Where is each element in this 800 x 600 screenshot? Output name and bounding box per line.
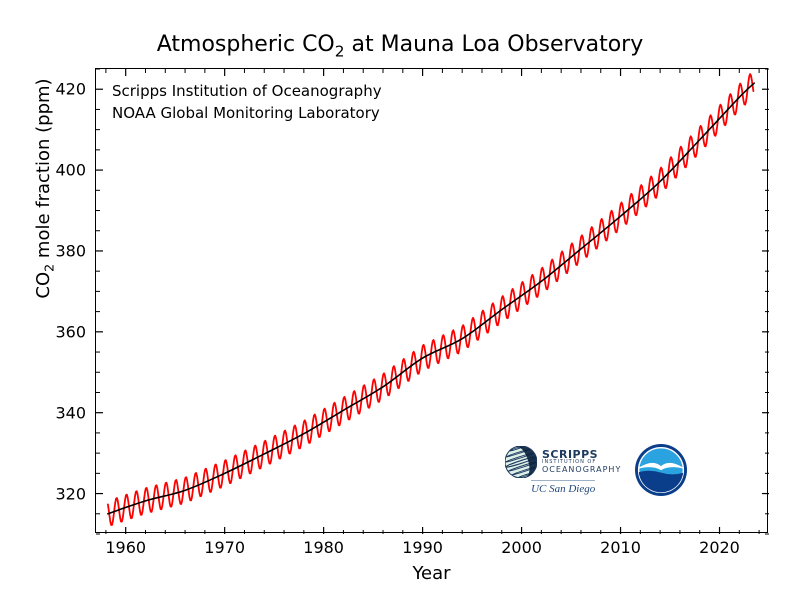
x-tick-label: 2010	[600, 538, 641, 557]
y-tick-label: 320	[55, 484, 86, 503]
attribution-line-2: NOAA Global Monitoring Laboratory	[112, 104, 380, 122]
y-tick-label: 380	[55, 241, 86, 260]
noaa-logo-icon	[635, 444, 687, 496]
attribution-line-1: Scripps Institution of Oceanography	[112, 82, 382, 100]
x-tick-label: 1970	[204, 538, 245, 557]
x-tick-label: 1960	[105, 538, 146, 557]
y-tick-label: 400	[55, 161, 86, 180]
y-tick-label: 360	[55, 322, 86, 341]
scripps-bot: OCEANOGRAPHY	[542, 466, 621, 474]
x-tick-label: 2020	[699, 538, 740, 557]
y-tick-label: 420	[55, 80, 86, 99]
logo-group: SCRIPPS INSTITUTION OF OCEANOGRAPHY UC S…	[505, 444, 687, 496]
x-axis-label: Year	[95, 563, 768, 584]
x-tick-label: 2000	[501, 538, 542, 557]
chart-title: Atmospheric CO2 at Mauna Loa Observatory	[0, 32, 800, 60]
y-axis-label: CO2 mole fraction (ppm)	[33, 0, 57, 421]
x-tick-label: 1980	[303, 538, 344, 557]
ucsd-logo: UC San Diego	[531, 480, 595, 495]
x-tick-label: 1990	[402, 538, 443, 557]
scripps-globe-icon	[505, 446, 537, 478]
scripps-logo: SCRIPPS INSTITUTION OF OCEANOGRAPHY UC S…	[505, 446, 621, 495]
y-tick-label: 340	[55, 403, 86, 422]
